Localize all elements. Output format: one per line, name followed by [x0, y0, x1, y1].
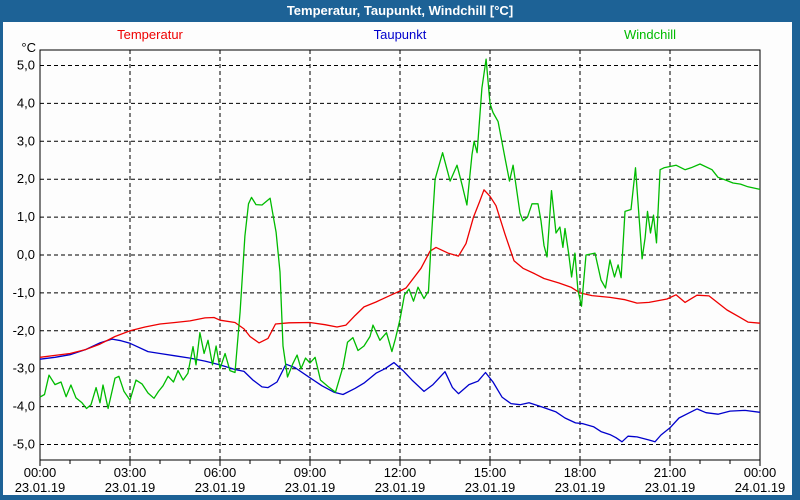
- x-tick-time-label: 00:00: [24, 465, 57, 480]
- y-tick-label: -2,0: [13, 323, 35, 338]
- y-tick-label: -1,0: [13, 285, 35, 300]
- series-windchill: [39, 58, 761, 410]
- x-tick-date-label: 23.01.19: [645, 480, 696, 495]
- x-tick-time-label: 00:00: [744, 465, 777, 480]
- x-tick-time-label: 21:00: [654, 465, 687, 480]
- x-tick-time-label: 03:00: [114, 465, 147, 480]
- window-border-bottom: [0, 495, 800, 500]
- x-tick-date-label: 23.01.19: [465, 480, 516, 495]
- y-tick-label: -3,0: [13, 361, 35, 376]
- y-axis-unit-label: °C: [21, 40, 36, 55]
- window-border-right: [792, 22, 800, 500]
- legend-temperatur: Temperatur: [117, 27, 183, 42]
- x-tick-time-label: 06:00: [204, 465, 237, 480]
- y-tick-label: 3,0: [17, 133, 35, 148]
- x-tick-date-label: 23.01.19: [105, 480, 156, 495]
- y-tick-label: -4,0: [13, 399, 35, 414]
- x-tick-date-label: 23.01.19: [285, 480, 336, 495]
- x-tick-time-label: 15:00: [474, 465, 507, 480]
- window-title: Temperatur, Taupunkt, Windchill [°C]: [286, 3, 514, 18]
- series-taupunkt: [39, 338, 761, 443]
- x-tick-date-label: 23.01.19: [555, 480, 606, 495]
- y-tick-label: 2,0: [17, 171, 35, 186]
- y-tick-label: -5,0: [13, 437, 35, 452]
- legend-taupunkt: Taupunkt: [373, 27, 427, 42]
- plot-frame: [39, 49, 761, 461]
- legend-windchill: Windchill: [623, 27, 677, 42]
- y-tick-label: 4,0: [17, 95, 35, 110]
- window-title-bar: Temperatur, Taupunkt, Windchill [°C]: [0, 0, 800, 22]
- window-border-left: [0, 22, 3, 500]
- x-tick-date-label: 23.01.19: [375, 480, 426, 495]
- x-tick-time-label: 18:00: [564, 465, 597, 480]
- x-tick-time-label: 12:00: [384, 465, 417, 480]
- y-tick-label: 1,0: [17, 209, 35, 224]
- y-tick-label: 5,0: [17, 58, 35, 73]
- x-tick-date-label: 23.01.19: [15, 480, 66, 495]
- x-tick-date-label: 23.01.19: [195, 480, 246, 495]
- x-tick-date-label: 24.01.19: [735, 480, 786, 495]
- series-temperatur: [39, 189, 761, 358]
- y-tick-label: 0,0: [17, 247, 35, 262]
- x-tick-time-label: 09:00: [294, 465, 327, 480]
